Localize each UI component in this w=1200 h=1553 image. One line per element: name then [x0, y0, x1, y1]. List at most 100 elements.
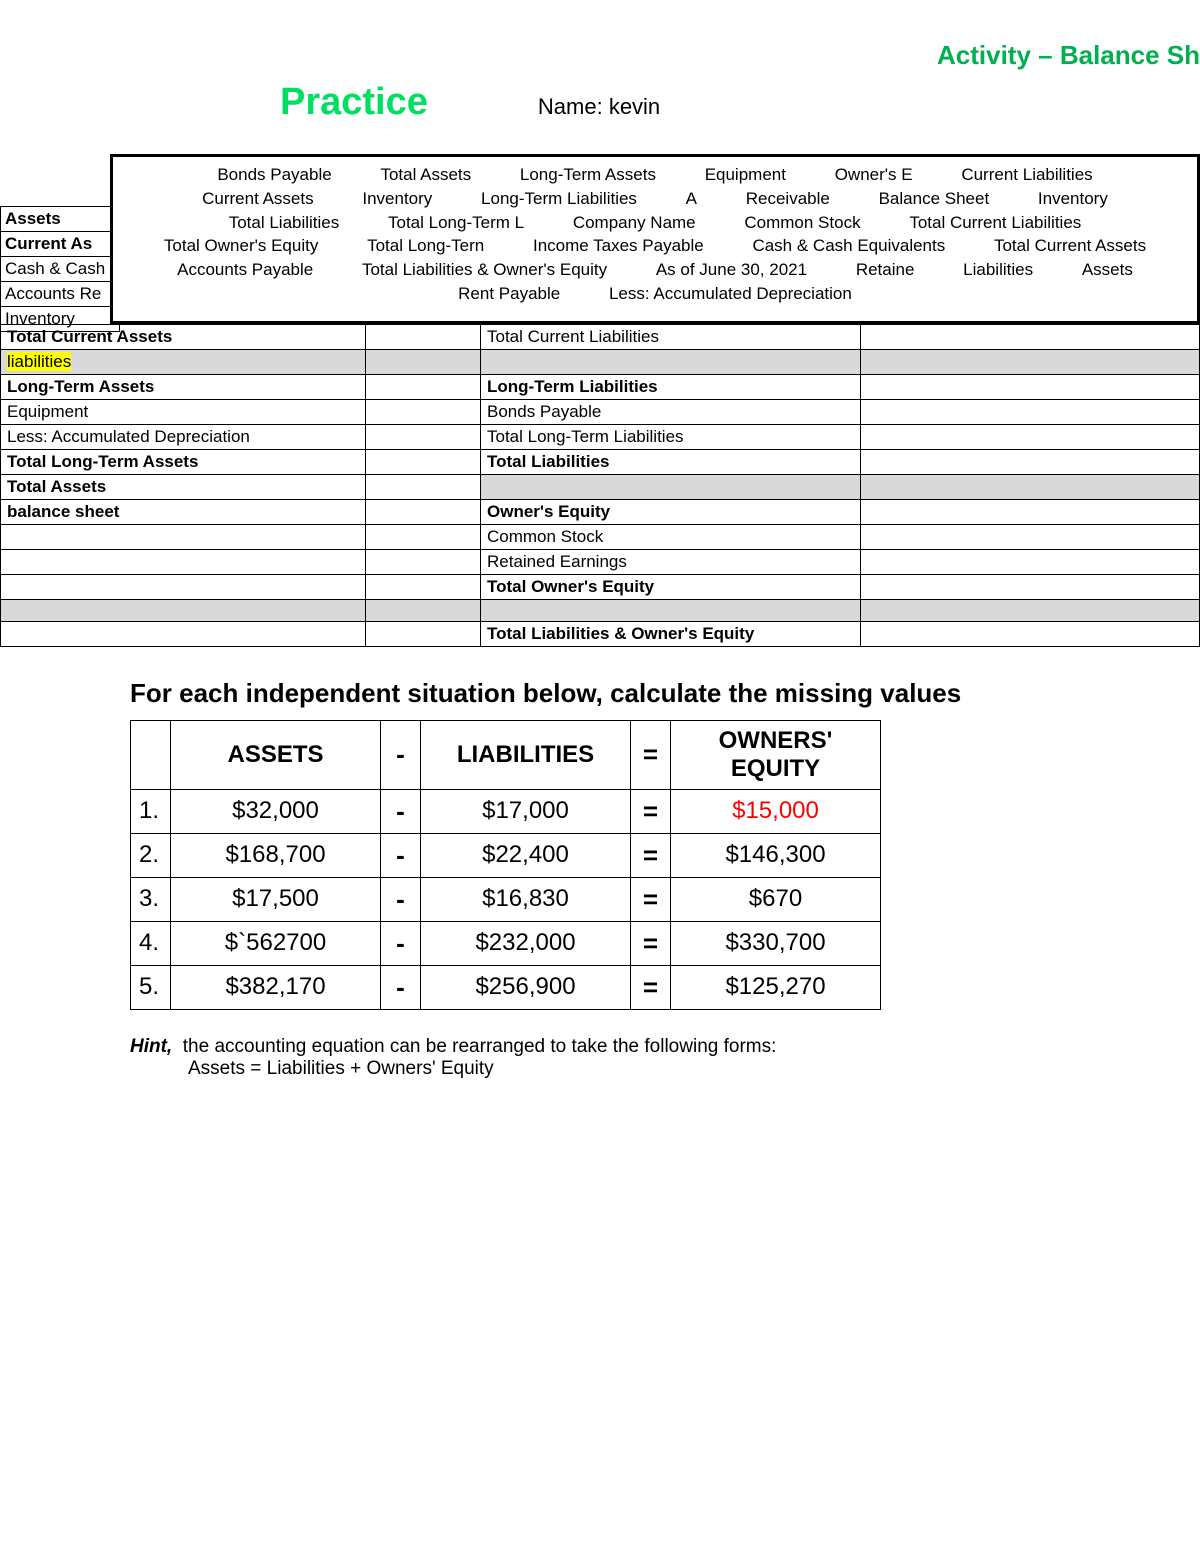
balance-left-value: [366, 425, 481, 450]
balance-left-label: [1, 600, 366, 622]
calc-minus: -: [381, 833, 421, 877]
balance-sheet-table: Total Current AssetsTotal Current Liabil…: [0, 324, 1200, 647]
wordbank-term: Owner's E: [835, 165, 913, 184]
balance-left-label: Long-Term Assets: [1, 375, 366, 400]
wordbank-term: Rent Payable: [458, 284, 560, 303]
wordbank-term: Cash & Cash Equivalents: [752, 236, 945, 255]
wordbank-term: Assets: [1082, 260, 1133, 279]
calc-oe: $15,000: [671, 789, 881, 833]
left-partial-cell: Current As: [1, 232, 120, 257]
wordbank-term: Accounts Payable: [177, 260, 313, 279]
hint-block: Hint, the accounting equation can be rea…: [130, 1036, 1200, 1080]
wordbank-term: Total Current Assets: [994, 236, 1146, 255]
instruction-text: For each independent situation below, ca…: [130, 677, 1200, 710]
wordbank-term: Total Current Liabilities: [909, 213, 1081, 232]
wordbank-term: Receivable: [746, 189, 830, 208]
balance-right-label: Bonds Payable: [481, 400, 861, 425]
wordbank-term: Total Owner's Equity: [164, 236, 318, 255]
balance-left-value: [366, 550, 481, 575]
wordbank-term: Total Long-Term L: [388, 213, 524, 232]
calc-oe: $330,700: [671, 921, 881, 965]
balance-right-value: [861, 575, 1200, 600]
calc-eq: =: [631, 921, 671, 965]
wordbank-term: Equipment: [705, 165, 786, 184]
balance-left-label: [1, 622, 366, 647]
calc-liab: $16,830: [421, 877, 631, 921]
calc-minus: -: [381, 877, 421, 921]
balance-right-label: [481, 600, 861, 622]
calc-eq: =: [631, 833, 671, 877]
wordbank-box: Bonds Payable Total Assets Long-Term Ass…: [110, 154, 1200, 324]
calc-assets: $`562700: [171, 921, 381, 965]
hint-text: the accounting equation can be rearrange…: [183, 1036, 777, 1057]
name-value: kevin: [609, 94, 660, 119]
calc-row-num: 3.: [131, 877, 171, 921]
header-row: Practice Name: kevin: [0, 81, 1200, 124]
calc-eq: =: [631, 877, 671, 921]
calc-row-num: 4.: [131, 921, 171, 965]
balance-left-value: [366, 350, 481, 375]
calc-header-blank: [131, 720, 171, 789]
calc-oe: $146,300: [671, 833, 881, 877]
balance-right-value: [861, 450, 1200, 475]
balance-left-value: [366, 575, 481, 600]
practice-label: Practice: [280, 81, 428, 124]
wordbank-term: Long-Term Liabilities: [481, 189, 637, 208]
calc-liab: $256,900: [421, 965, 631, 1009]
calc-eq: =: [631, 789, 671, 833]
balance-right-label: [481, 350, 861, 375]
balance-right-value: [861, 622, 1200, 647]
balance-right-value: [861, 350, 1200, 375]
calc-row-num: 2.: [131, 833, 171, 877]
left-partial-cell: Accounts Re: [1, 282, 120, 307]
balance-left-value: [366, 525, 481, 550]
balance-right-value: [861, 400, 1200, 425]
left-partial-cell: Inventory: [1, 307, 120, 332]
wordbank-term: Common Stock: [744, 213, 860, 232]
balance-right-label: Total Owner's Equity: [481, 575, 861, 600]
calc-oe: $125,270: [671, 965, 881, 1009]
wordbank-term: Current Liabilities: [961, 165, 1092, 184]
wordbank-term: Inventory: [362, 189, 432, 208]
balance-right-value: [861, 375, 1200, 400]
calc-row-num: 1.: [131, 789, 171, 833]
wordbank-term: Total Liabilities: [229, 213, 340, 232]
wordbank-term: Total Long-Tern: [367, 236, 484, 255]
balance-left-label: Equipment: [1, 400, 366, 425]
balance-right-label: Total Current Liabilities: [481, 325, 861, 350]
wordbank-term: Retaine: [856, 260, 915, 279]
wordbank-term: Current Assets: [202, 189, 314, 208]
wordbank-term: Less: Accumulated Depreciation: [609, 284, 852, 303]
name-field: Name: kevin: [538, 94, 660, 120]
wordbank-term: Total Liabilities & Owner's Equity: [362, 260, 607, 279]
calc-header-minus: -: [381, 720, 421, 789]
balance-left-label: liabilities: [1, 350, 366, 375]
balance-right-label: Total Liabilities: [481, 450, 861, 475]
wordbank-term: Inventory: [1038, 189, 1108, 208]
balance-right-label: [481, 475, 861, 500]
wordbank-term: Bonds Payable: [217, 165, 331, 184]
left-partial-cell: Cash & Cash: [1, 257, 120, 282]
calc-minus: -: [381, 965, 421, 1009]
balance-right-value: [861, 325, 1200, 350]
balance-left-value: [366, 475, 481, 500]
calc-header-liab: LIABILITIES: [421, 720, 631, 789]
balance-left-value: [366, 500, 481, 525]
balance-left-value: [366, 600, 481, 622]
balance-right-value: [861, 525, 1200, 550]
balance-right-label: Total Long-Term Liabilities: [481, 425, 861, 450]
hint-equation: Assets = Liabilities + Owners' Equity: [188, 1058, 494, 1079]
balance-right-label: Common Stock: [481, 525, 861, 550]
left-partial-table: AssetsCurrent AsCash & CashAccounts ReIn…: [0, 206, 120, 332]
left-partial-cell: Assets: [1, 207, 120, 232]
balance-left-value: [366, 375, 481, 400]
wordbank-term: Long-Term Assets: [520, 165, 656, 184]
balance-right-label: Long-Term Liabilities: [481, 375, 861, 400]
balance-left-label: [1, 550, 366, 575]
calc-liab: $17,000: [421, 789, 631, 833]
calc-liab: $22,400: [421, 833, 631, 877]
wordbank-term: Liabilities: [963, 260, 1033, 279]
calc-liab: $232,000: [421, 921, 631, 965]
wordbank-region: AssetsCurrent AsCash & CashAccounts ReIn…: [0, 154, 1200, 314]
calc-eq: =: [631, 965, 671, 1009]
